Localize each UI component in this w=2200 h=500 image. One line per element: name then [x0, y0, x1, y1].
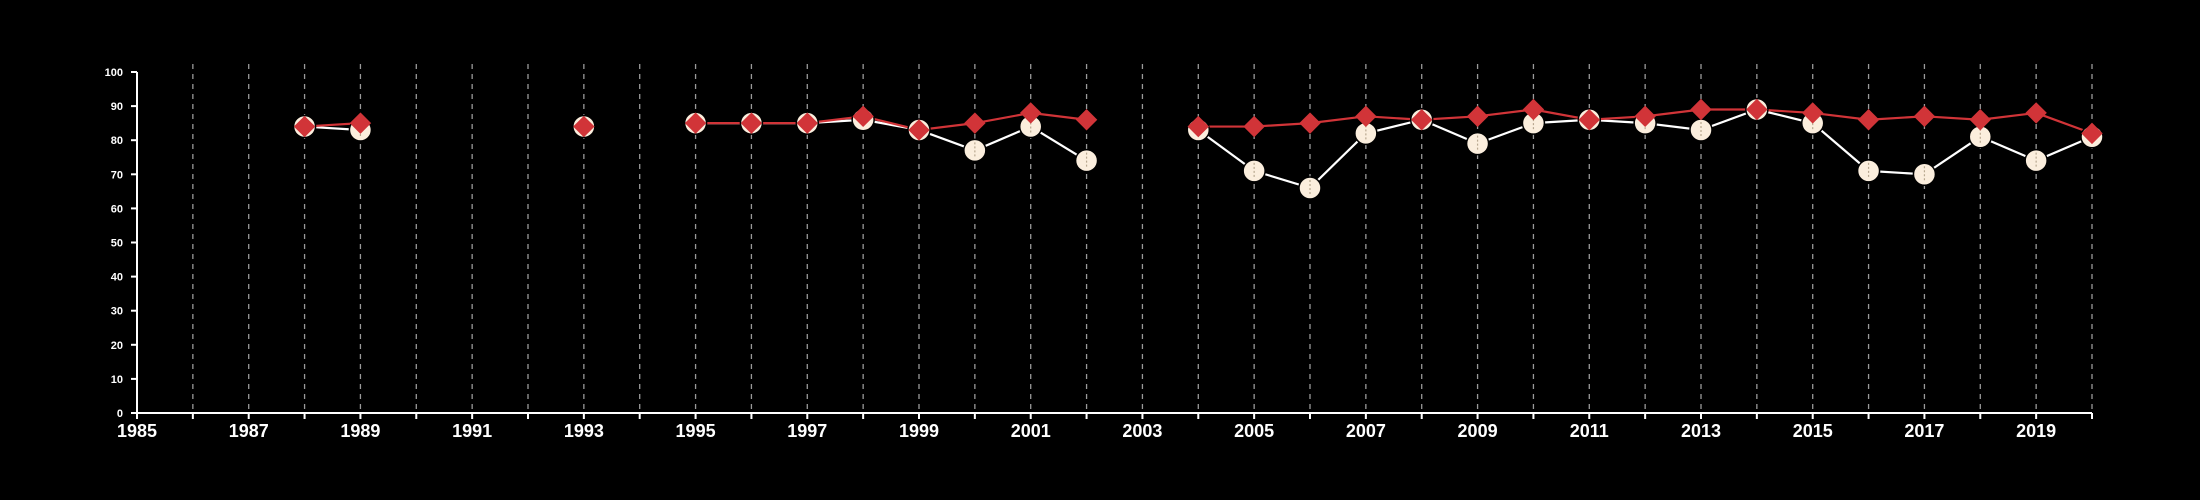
diamond-point: [573, 115, 595, 138]
x-tick-label: 2009: [1458, 421, 1498, 441]
circle-marker: [1074, 148, 1099, 173]
diamond-point: [1913, 105, 1936, 128]
diamond-point: [1243, 115, 1265, 138]
axis-layer: 0 10 20 30 40 50 60 70 80 90 100 1985 1987 1989 1991 19…: [105, 67, 2093, 441]
x-tick-label: 1991: [452, 421, 492, 441]
x-tick-label: 2011: [1570, 421, 1609, 441]
diamond-point: [2025, 102, 2047, 124]
circle-marker: [1298, 176, 1322, 200]
x-tick-label: 1989: [340, 421, 380, 441]
diamond-point: [1746, 98, 1768, 121]
circle-marker: [1912, 162, 1937, 187]
y-tick-label: 0: [117, 408, 123, 420]
series-1-markers: [293, 98, 2103, 145]
y-tick-label: 60: [111, 203, 123, 215]
diamond-point: [908, 119, 930, 141]
x-tick-label: 1987: [229, 421, 269, 441]
diamond-point: [1355, 105, 1377, 128]
diamond-point: [1969, 109, 1991, 131]
x-tick-label: 1997: [787, 421, 827, 441]
diamond-point: [1690, 98, 1712, 121]
diamond-point: [1466, 105, 1489, 128]
y-tick-label: 20: [111, 340, 123, 352]
circle-marker: [1465, 131, 1490, 156]
x-tick-label: 2005: [1234, 421, 1274, 441]
diamond-point: [2081, 122, 2103, 145]
diamond-point: [684, 112, 707, 134]
y-tick-label: 50: [111, 238, 123, 250]
y-tick-label: 70: [111, 169, 123, 181]
y-tick-label: 100: [105, 67, 123, 79]
diamond-point: [1578, 109, 1600, 131]
y-tick-label: 30: [111, 306, 123, 318]
y-tick-label: 80: [111, 135, 123, 147]
x-tick-label: 1995: [676, 421, 716, 441]
circle-marker: [1354, 121, 1378, 146]
diamond-point: [1075, 109, 1098, 131]
diamond-point: [1634, 105, 1656, 128]
diamond-point: [740, 112, 763, 134]
y-tick-label: 40: [111, 272, 123, 284]
x-tick-label: 1999: [899, 421, 939, 441]
x-tick-label: 2019: [2016, 421, 2056, 441]
x-tick-label: 2001: [1011, 421, 1051, 441]
diamond-point: [1299, 112, 1321, 134]
diamond-point: [1802, 102, 1824, 124]
circle-marker: [1242, 159, 1266, 183]
diamond-point: [796, 112, 818, 134]
diamond-point: [1522, 98, 1545, 121]
diamond-point: [349, 112, 372, 134]
x-tick-label: 2015: [1793, 421, 1833, 441]
circle-marker: [1856, 159, 1881, 183]
x-tick-label: 2013: [1681, 421, 1721, 441]
x-tick-label: 1985: [117, 421, 157, 441]
series-layer: [292, 97, 2104, 200]
y-tick-label: 90: [111, 101, 123, 113]
circle-marker: [1689, 118, 1713, 142]
x-tick-label: 2017: [1904, 421, 1944, 441]
diamond-point: [852, 105, 874, 128]
diamond-point: [1187, 115, 1209, 138]
x-tick-label: 2003: [1122, 421, 1162, 441]
diamond-point: [1411, 109, 1433, 131]
grid-layer: [192, 64, 2093, 413]
diamond-point: [293, 115, 316, 138]
y-tick-label: 10: [111, 374, 123, 386]
diamond-point: [964, 112, 986, 134]
x-tick-label: 1993: [564, 421, 604, 441]
diamond-point: [1020, 102, 1042, 124]
diamond-point: [1857, 109, 1880, 131]
circle-marker: [963, 138, 987, 163]
circle-marker: [2024, 148, 2048, 173]
x-tick-label: 2007: [1346, 421, 1386, 441]
